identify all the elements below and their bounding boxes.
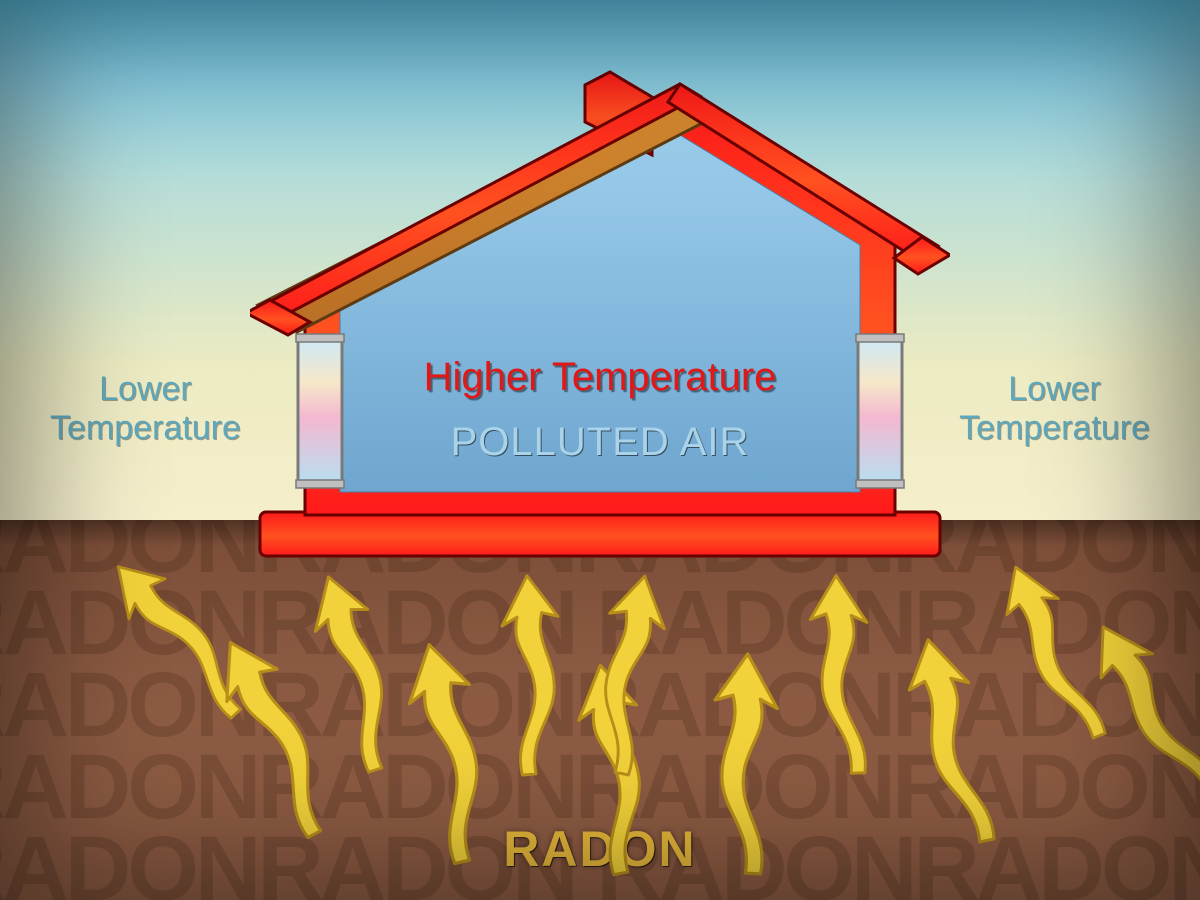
higher-temp-label: Higher Temperature xyxy=(0,355,1200,400)
house-cross-section xyxy=(250,60,950,570)
radon-label: RADON xyxy=(0,820,1200,878)
polluted-air-label: POLLUTED AIR xyxy=(0,420,1200,465)
radon-diagram: LowerTemperature LowerTemperature Higher… xyxy=(0,0,1200,900)
foundation xyxy=(260,512,940,556)
